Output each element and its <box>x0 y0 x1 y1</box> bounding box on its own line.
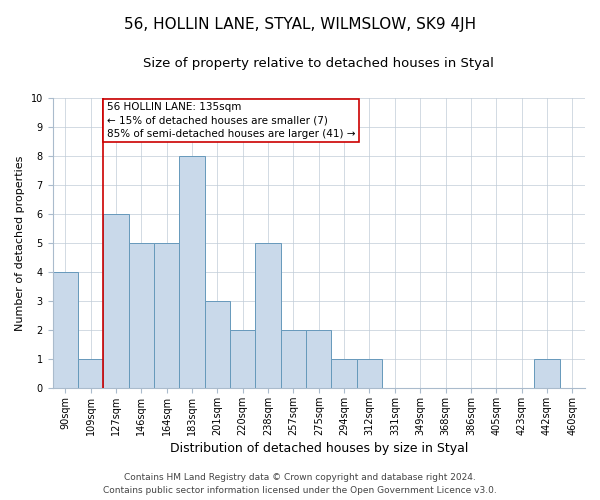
Text: 56 HOLLIN LANE: 135sqm
← 15% of detached houses are smaller (7)
85% of semi-deta: 56 HOLLIN LANE: 135sqm ← 15% of detached… <box>107 102 356 139</box>
Bar <box>78 359 103 388</box>
Text: 56, HOLLIN LANE, STYAL, WILMSLOW, SK9 4JH: 56, HOLLIN LANE, STYAL, WILMSLOW, SK9 4J… <box>124 18 476 32</box>
Bar <box>205 301 230 388</box>
X-axis label: Distribution of detached houses by size in Styal: Distribution of detached houses by size … <box>170 442 468 455</box>
Bar <box>53 272 78 388</box>
Title: Size of property relative to detached houses in Styal: Size of property relative to detached ho… <box>143 58 494 70</box>
Bar <box>256 243 281 388</box>
Bar <box>128 243 154 388</box>
Y-axis label: Number of detached properties: Number of detached properties <box>15 156 25 330</box>
Bar <box>331 359 357 388</box>
Bar <box>357 359 382 388</box>
Bar <box>534 359 560 388</box>
Bar <box>306 330 331 388</box>
Bar <box>281 330 306 388</box>
Bar <box>154 243 179 388</box>
Text: Contains HM Land Registry data © Crown copyright and database right 2024.
Contai: Contains HM Land Registry data © Crown c… <box>103 474 497 495</box>
Bar <box>103 214 128 388</box>
Bar <box>179 156 205 388</box>
Bar <box>230 330 256 388</box>
